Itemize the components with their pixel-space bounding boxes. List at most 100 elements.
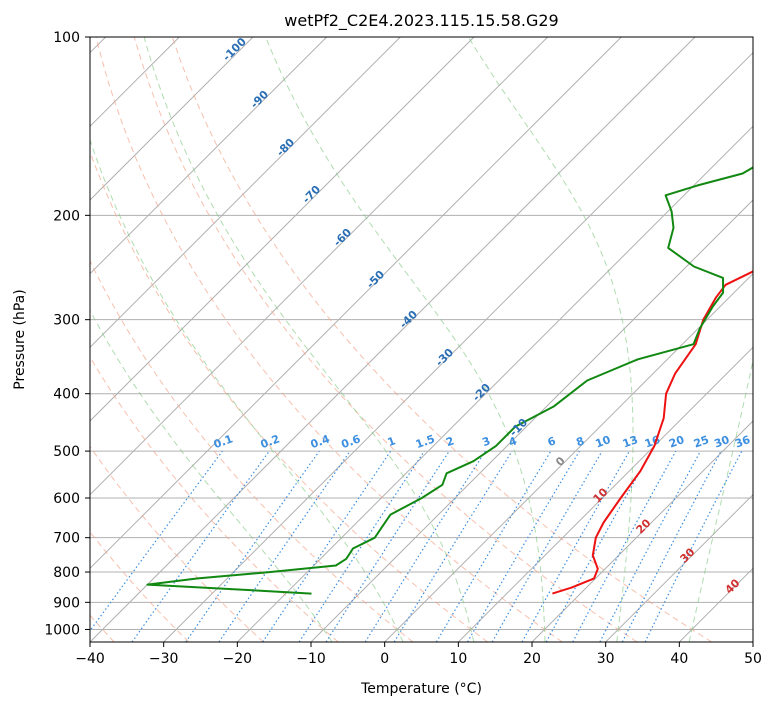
mixing-ratio-line xyxy=(599,450,702,642)
dry-adiabat-label: -20 xyxy=(470,381,493,404)
isotherm xyxy=(90,37,622,570)
dry-adiabat-label: -100 xyxy=(220,35,249,64)
mixing-ratio-labels: 0.1 0.2 0.4 0.6 1 1.5 2 3 4 6 8 10 13 16 20 25 30 36 xyxy=(212,432,752,451)
dry-adiabat-label: -80 xyxy=(274,136,297,159)
dry-adiabat xyxy=(95,37,563,642)
dry-adiabat-label: -40 xyxy=(397,308,420,331)
mixing-ratio-line xyxy=(131,450,270,642)
x-tick-label: −20 xyxy=(223,651,253,667)
y-axis-title: Pressure (hPa) xyxy=(12,289,28,389)
dry-adiabat xyxy=(90,445,264,642)
x-tick-label: 40 xyxy=(670,651,688,667)
moist-adiabat xyxy=(265,37,546,642)
mixing-ratio-label: 8 xyxy=(574,434,586,449)
moist-adiabat-label: 40 xyxy=(723,576,743,596)
isotherm xyxy=(531,420,753,642)
dry-adiabat-label: -60 xyxy=(331,226,354,249)
mixing-ratio-line xyxy=(621,450,722,642)
dry-adiabat xyxy=(171,37,712,642)
x-tick-label: 30 xyxy=(597,651,615,667)
isotherm xyxy=(90,37,475,422)
x-tick-label: 20 xyxy=(523,651,541,667)
mixing-ratio-label: 10 xyxy=(594,433,613,451)
dry-adiabat xyxy=(90,356,339,642)
dewpoint-profile-line xyxy=(146,166,753,595)
isotherm xyxy=(457,346,753,642)
moist-adiabat xyxy=(143,37,475,642)
mixing-ratio-line xyxy=(572,450,677,642)
mixing-ratio-line xyxy=(185,450,320,642)
moist-adiabat-label: 20 xyxy=(634,516,654,536)
mixing-ratio-line xyxy=(644,450,743,642)
y-tick-label: 200 xyxy=(53,208,80,224)
chart-title: wetPf2_C2E4.2023.115.15.58.G29 xyxy=(284,11,558,31)
y-tick-label: 100 xyxy=(53,30,80,46)
isotherm xyxy=(90,37,401,349)
mixing-ratio-line xyxy=(325,450,450,642)
y-tick-label: 800 xyxy=(53,565,80,581)
background-lines xyxy=(90,37,753,642)
mixing-ratio-label: 1 xyxy=(386,434,398,449)
mixing-ratio-label: 2 xyxy=(444,434,456,449)
isotherm xyxy=(752,641,753,642)
mixing-ratio-line xyxy=(435,450,552,642)
mixing-ratio-label: 0.2 xyxy=(259,432,282,451)
isotherm xyxy=(384,272,753,642)
isotherm xyxy=(90,37,549,496)
moist-adiabat xyxy=(90,309,333,642)
mixing-ratio-line xyxy=(393,450,513,642)
y-tick-label: 500 xyxy=(53,444,80,460)
x-axis-title: Temperature (°C) xyxy=(360,681,482,697)
mixing-ratio-label: 13 xyxy=(621,433,640,450)
moist-adiabat xyxy=(90,138,404,642)
isotherm xyxy=(90,37,696,642)
x-tick-label: −10 xyxy=(296,651,326,667)
dry-adiabat-label: -30 xyxy=(433,346,456,369)
x-tick-label: 10 xyxy=(449,651,467,667)
isotherm xyxy=(90,37,328,275)
x-tick-label: 0 xyxy=(380,651,389,667)
mixing-ratio-label: 1.5 xyxy=(414,432,437,451)
dry-adiabat-label: -70 xyxy=(300,183,323,206)
moist-adiabat xyxy=(467,37,634,642)
dry-adiabat-label: -90 xyxy=(248,88,271,111)
x-tick-label: −40 xyxy=(75,651,105,667)
y-tick-label: 1000 xyxy=(44,622,80,638)
plot-frame xyxy=(89,36,754,643)
dry-adiabat xyxy=(90,150,488,642)
isotherm xyxy=(163,51,753,642)
mixing-ratio-line xyxy=(521,450,631,642)
mixing-ratio-line xyxy=(90,450,223,632)
mixing-ratio-label: 30 xyxy=(712,433,731,451)
y-tick-label: 700 xyxy=(53,531,80,547)
mixing-ratio-label: 0.6 xyxy=(340,432,363,451)
isotherm xyxy=(310,199,753,642)
mixing-ratio-line xyxy=(545,450,653,642)
dry-adiabat xyxy=(90,259,414,642)
isotherm xyxy=(236,125,753,642)
mixing-ratio-label: 36 xyxy=(733,433,752,451)
y-tick-label: 600 xyxy=(53,491,80,507)
mixing-ratio-label: 25 xyxy=(692,433,711,450)
mixing-ratio-label: 0.4 xyxy=(309,432,332,451)
mixing-ratio-label: 4 xyxy=(507,434,519,449)
moist-adiabat-label: 10 xyxy=(591,485,611,505)
y-axis: 100 200 300 400 500 600 700 800 900 1000 xyxy=(44,30,90,638)
mixing-ratio-label: 6 xyxy=(546,434,558,449)
dry-adiabat-label: -50 xyxy=(364,268,387,291)
series-lines xyxy=(146,166,753,595)
x-tick-label: 50 xyxy=(744,651,762,667)
y-tick-label: 300 xyxy=(53,313,80,329)
y-tick-label: 900 xyxy=(53,595,80,611)
dry-adiabat xyxy=(133,37,638,642)
mixing-ratio-line xyxy=(364,450,486,642)
mixing-ratio-line xyxy=(262,450,392,642)
dry-adiabat xyxy=(90,531,190,642)
mixing-ratio-label: 0.1 xyxy=(212,432,235,451)
x-tick-label: −30 xyxy=(149,651,179,667)
mixing-ratio-line xyxy=(298,450,425,642)
mixing-ratio-label: 20 xyxy=(667,433,686,451)
moist-adiabat-label: 30 xyxy=(678,545,698,565)
